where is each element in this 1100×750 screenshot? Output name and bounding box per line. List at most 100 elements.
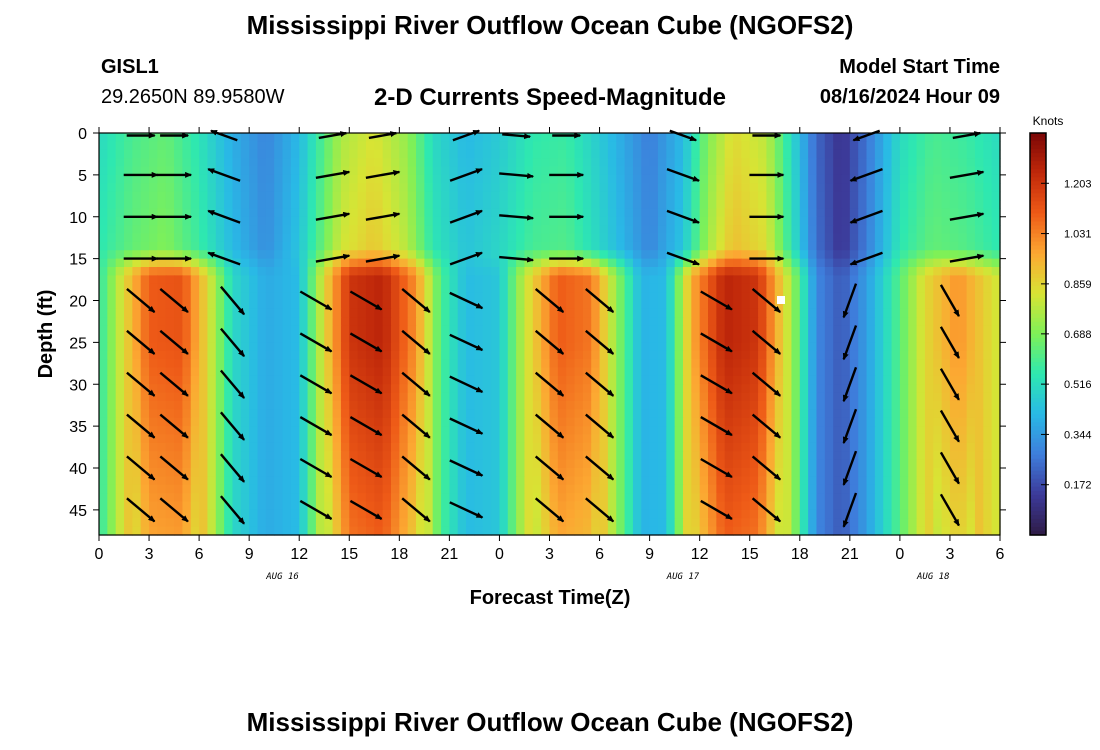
heat-cell	[524, 434, 534, 444]
heat-cell	[541, 401, 551, 410]
heat-cell	[582, 158, 592, 168]
heat-cell	[315, 141, 325, 151]
heat-cell	[324, 166, 334, 176]
heat-cell	[674, 141, 684, 151]
heat-cell	[991, 367, 1001, 377]
heat-cell	[165, 133, 175, 142]
heat-cell	[724, 459, 734, 469]
heat-cell	[866, 334, 876, 343]
heat-cell	[474, 216, 484, 226]
heat-cell	[874, 484, 884, 494]
heat-cell	[799, 149, 809, 159]
heat-cell	[632, 208, 642, 218]
heat-cell	[532, 317, 542, 327]
heat-cell	[858, 367, 868, 377]
heat-cell	[257, 292, 267, 302]
heat-cell	[883, 166, 893, 176]
heat-cell	[257, 200, 267, 209]
heat-cell	[824, 359, 834, 369]
heat-cell	[257, 375, 267, 385]
heat-cell	[399, 225, 409, 235]
heat-cell	[816, 191, 826, 201]
heat-cell	[432, 275, 442, 285]
heat-cell	[816, 442, 826, 452]
heat-cell	[332, 183, 342, 193]
heat-cell	[140, 200, 150, 209]
heat-cell	[240, 149, 250, 159]
heat-cell	[374, 258, 384, 268]
heat-cell	[933, 350, 943, 360]
heat-cell	[390, 442, 400, 452]
heat-cell	[824, 250, 834, 260]
heat-cell	[182, 409, 192, 419]
heat-cell	[816, 501, 826, 511]
heat-cell	[557, 442, 567, 452]
heat-cell	[115, 518, 125, 528]
heat-cell	[607, 174, 617, 184]
heat-cell	[474, 325, 484, 335]
heat-cell	[307, 350, 317, 360]
heat-cell	[557, 225, 567, 235]
heat-cell	[908, 275, 918, 285]
heat-cell	[224, 166, 234, 176]
heat-cell	[716, 434, 726, 444]
heat-cell	[349, 258, 359, 268]
heat-cell	[491, 133, 501, 142]
heat-cell	[349, 191, 359, 201]
heat-cell	[499, 434, 509, 444]
heat-cell	[941, 442, 951, 452]
heat-cell	[407, 216, 417, 226]
heat-cell	[708, 334, 717, 343]
heat-cell	[833, 283, 843, 293]
heat-cell	[891, 375, 901, 385]
heat-cell	[349, 426, 359, 436]
heat-cell	[566, 233, 576, 243]
heat-cell	[541, 426, 551, 436]
heat-cell	[249, 300, 259, 310]
heat-cell	[532, 417, 542, 427]
heat-cell	[249, 174, 259, 184]
heat-cell	[682, 241, 692, 251]
heat-cell	[657, 208, 667, 218]
heat-cell	[140, 275, 150, 285]
heat-cell	[224, 183, 234, 193]
heat-cell	[499, 459, 509, 469]
heat-cell	[616, 308, 626, 318]
heat-cell	[324, 493, 334, 503]
heat-cell	[974, 292, 984, 302]
heat-cell	[799, 375, 809, 385]
heat-cell	[466, 468, 476, 477]
heat-cell	[749, 258, 759, 268]
heat-cell	[666, 434, 676, 444]
heat-cell	[616, 133, 626, 142]
heat-cell	[691, 241, 701, 251]
heat-cell	[265, 509, 275, 519]
heat-cell	[324, 434, 334, 444]
heat-cell	[833, 292, 843, 302]
heat-cell	[374, 166, 384, 176]
heat-cell	[340, 283, 350, 293]
heat-cell	[858, 283, 868, 293]
heat-cell	[257, 191, 267, 201]
heat-cell	[783, 200, 793, 209]
heat-cell	[324, 216, 334, 226]
heat-cell	[774, 258, 784, 268]
heat-cell	[899, 334, 909, 343]
heat-cell	[207, 334, 217, 343]
heat-cell	[382, 283, 392, 293]
heat-cell	[874, 442, 884, 452]
heat-cell	[916, 267, 926, 276]
heat-cell	[349, 367, 359, 377]
heat-cell	[349, 493, 359, 503]
heat-cell	[249, 325, 259, 335]
heat-cell	[482, 308, 492, 318]
heat-cell	[649, 208, 659, 218]
heat-cell	[924, 133, 934, 142]
heat-cell	[791, 317, 801, 327]
heat-cell	[499, 384, 509, 394]
heat-cell	[491, 300, 501, 310]
heat-cell	[724, 501, 734, 511]
heat-cell	[774, 300, 784, 310]
heat-cell	[265, 292, 275, 302]
heat-cell	[758, 350, 767, 360]
